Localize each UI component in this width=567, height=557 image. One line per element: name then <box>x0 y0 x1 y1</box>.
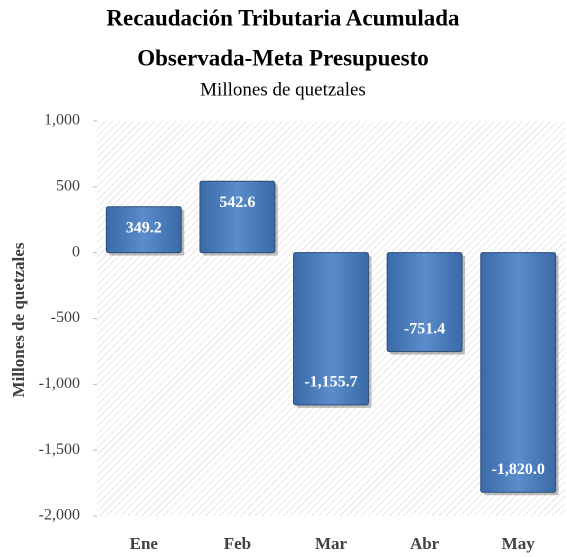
data-label: 542.6 <box>219 194 255 211</box>
y-tick-label: -1,000 <box>39 375 80 392</box>
data-label: 349.2 <box>126 219 162 236</box>
y-tick-label: -500 <box>51 309 80 326</box>
bar <box>293 252 369 406</box>
y-tick-label: -2,000 <box>39 507 80 524</box>
chart-subtitle: Millones de quetzales <box>200 79 366 100</box>
x-tick-label: May <box>502 534 536 553</box>
y-tick-label: -1,500 <box>39 441 80 458</box>
y-axis-label: Millones de quetzales <box>9 242 28 397</box>
data-label: -1,155.7 <box>304 374 357 391</box>
x-tick-label: Abr <box>410 534 440 553</box>
bar <box>199 180 276 254</box>
chart-title: Recaudación Tributaria Acumulada <box>106 5 460 30</box>
y-tick-label: 1,000 <box>44 112 80 129</box>
x-tick-label: Feb <box>224 534 251 553</box>
bar <box>386 252 463 353</box>
bar <box>480 252 557 493</box>
y-tick-label: 500 <box>56 178 80 195</box>
x-tick-label: Mar <box>315 534 348 553</box>
chart-title: Observada-Meta Presupuesto <box>137 45 429 70</box>
data-label: -1,820.0 <box>492 461 545 478</box>
bar <box>105 206 182 254</box>
y-tick-label: 0 <box>72 243 80 260</box>
data-label: -751.4 <box>404 320 445 337</box>
x-tick-label: Ene <box>130 534 159 553</box>
